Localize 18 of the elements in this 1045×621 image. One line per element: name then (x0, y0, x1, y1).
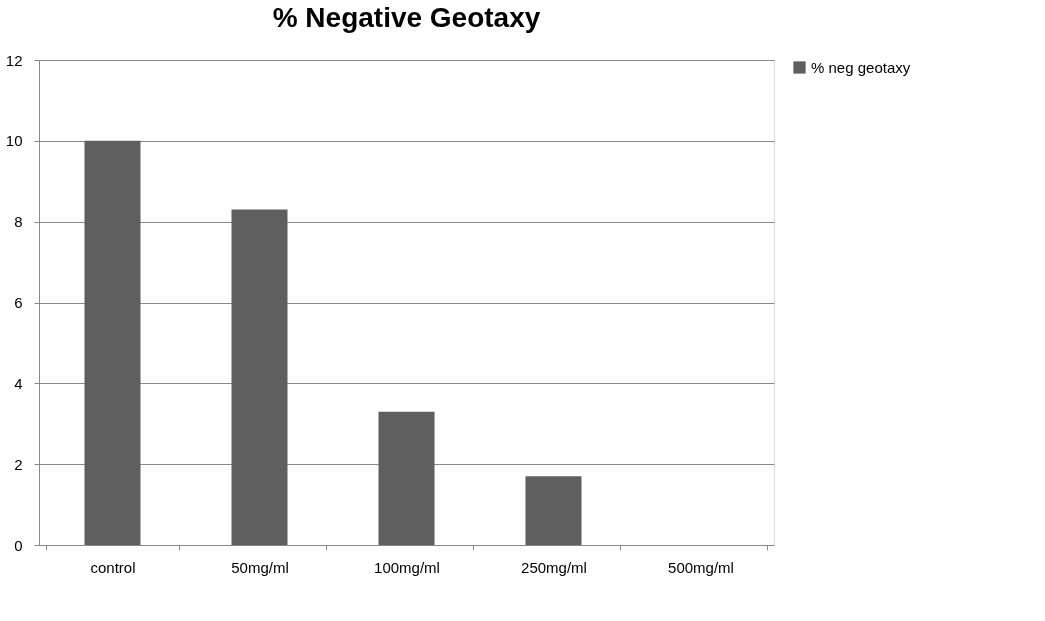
y-tick-label: 8 (14, 213, 23, 231)
y-tick-label: 0 (14, 536, 23, 554)
y-tick-label: 2 (14, 455, 23, 473)
bar (525, 476, 582, 545)
x-tick-label: 50mg/ml (231, 558, 289, 576)
x-tick-label: control (90, 558, 136, 576)
bar (84, 140, 141, 545)
chart-title: % Negative Geotaxy (272, 2, 541, 33)
y-tick-label: 10 (5, 132, 23, 150)
y-tick-label: 12 (5, 51, 23, 69)
x-tick-label: 500mg/ml (668, 558, 734, 576)
x-tick-label: 100mg/ml (374, 558, 440, 576)
y-tick-label: 6 (14, 294, 23, 311)
bar (378, 411, 435, 545)
legend-label: % neg geotaxy (811, 58, 911, 76)
x-tick-label: 250mg/ml (521, 558, 587, 576)
y-tick-label: 4 (14, 374, 23, 392)
bar (231, 209, 288, 545)
